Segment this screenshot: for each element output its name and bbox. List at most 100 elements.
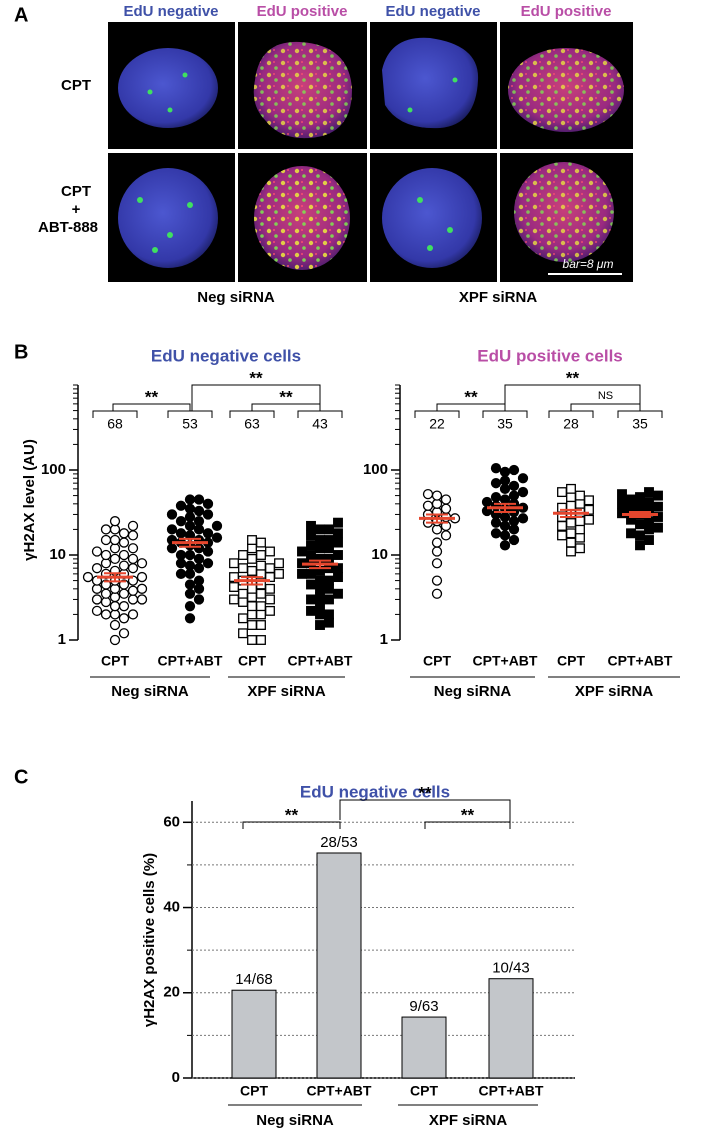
data-point — [256, 620, 266, 630]
data-point — [247, 535, 257, 545]
y-tick-label: 10 — [49, 546, 66, 563]
significance-label: ** — [279, 387, 293, 406]
data-point — [653, 501, 663, 512]
data-point — [324, 575, 334, 586]
data-point — [617, 489, 627, 500]
data-point — [256, 588, 266, 599]
data-point — [193, 516, 205, 527]
data-point — [193, 563, 205, 574]
data-point — [566, 483, 576, 494]
data-point — [118, 528, 130, 539]
data-point — [109, 534, 121, 546]
data-point — [508, 480, 520, 492]
data-point — [238, 628, 248, 639]
data-point — [644, 524, 654, 535]
data-point — [247, 635, 257, 645]
data-point — [193, 575, 205, 586]
data-point — [490, 478, 502, 489]
data-point — [584, 514, 594, 525]
data-point — [184, 613, 196, 624]
data-point — [91, 594, 103, 605]
data-point — [193, 594, 205, 605]
data-point — [324, 524, 334, 535]
data-point — [127, 530, 139, 541]
data-point — [431, 558, 443, 569]
data-point — [109, 553, 121, 565]
chart-title: EdU positive cells — [477, 346, 623, 365]
x-tick-label: CPT+ABT — [288, 653, 353, 669]
data-point — [333, 550, 343, 560]
data-point — [118, 549, 130, 561]
data-point — [118, 613, 130, 624]
data-point — [256, 537, 266, 548]
significance-label: ** — [249, 368, 263, 387]
data-point — [184, 588, 196, 599]
data-point — [184, 579, 196, 590]
x-tick-label: CPT+ABT — [307, 1083, 372, 1099]
data-point — [508, 490, 520, 501]
data-point — [306, 530, 316, 541]
data-point — [431, 490, 443, 501]
data-point — [247, 620, 257, 630]
micrographs — [108, 22, 633, 282]
data-point — [566, 528, 576, 539]
data-point — [644, 487, 654, 498]
data-point — [265, 563, 275, 574]
data-point — [566, 500, 576, 511]
significance-label: ** — [145, 387, 159, 406]
data-point — [274, 558, 284, 569]
data-point — [256, 609, 266, 620]
significance-label: ** — [461, 805, 475, 824]
data-point — [499, 475, 511, 486]
data-point — [247, 543, 257, 554]
x-tick-label: CPT+ABT — [158, 653, 223, 669]
bar — [488, 978, 534, 1079]
n-label: 43 — [312, 416, 328, 432]
n-bracket — [482, 410, 528, 418]
data-point — [211, 520, 223, 532]
significance-label: ** — [566, 368, 580, 387]
data-point — [617, 498, 627, 509]
significance-bracket — [570, 403, 641, 411]
data-point — [136, 558, 148, 569]
panel-label: B — [14, 341, 28, 363]
bar — [401, 1016, 447, 1079]
y-tick-label: 10 — [371, 546, 388, 563]
data-point — [333, 528, 343, 539]
data-point — [175, 568, 187, 580]
data-point — [499, 520, 511, 532]
group-label: Neg siRNA — [256, 1112, 334, 1129]
data-point — [653, 522, 663, 533]
row-label: CPT — [61, 77, 91, 94]
value-label: 28/53 — [320, 834, 358, 851]
data-point — [635, 500, 645, 511]
data-point — [575, 498, 585, 509]
data-point — [297, 568, 307, 579]
data-point — [100, 534, 112, 546]
data-point — [175, 528, 187, 539]
data-point — [324, 543, 334, 554]
data-point — [324, 594, 334, 605]
data-point — [256, 601, 266, 612]
data-point — [315, 601, 325, 612]
data-point — [635, 519, 645, 530]
data-point — [109, 634, 121, 646]
group-label: XPF siRNA — [575, 683, 654, 700]
y-axis-title: γH2AX positive cells (%) — [141, 853, 158, 1027]
data-point — [175, 549, 187, 561]
data-point — [315, 592, 325, 603]
data-point — [229, 582, 239, 592]
y-tick-label: 0 — [172, 1069, 180, 1086]
x-tick-label: CPT — [240, 1083, 268, 1099]
data-point — [109, 619, 121, 631]
data-point — [247, 565, 257, 576]
data-point — [247, 553, 257, 564]
data-point — [100, 588, 112, 599]
data-point — [644, 535, 654, 545]
data-point — [229, 594, 239, 605]
group-label: XPF siRNA — [247, 683, 326, 700]
data-point — [333, 588, 343, 599]
significance-label: NS — [598, 390, 613, 402]
data-point — [297, 546, 307, 557]
data-point — [644, 516, 654, 527]
